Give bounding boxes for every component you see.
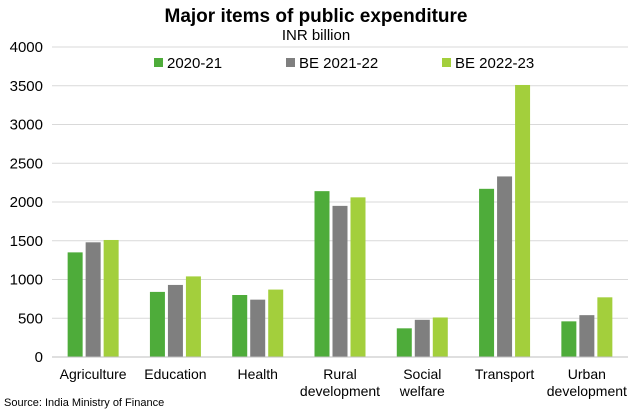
bar-be-2021-22-6 [579, 315, 595, 357]
legend-swatch [154, 58, 163, 67]
y-tick-label: 3500 [10, 78, 43, 95]
x-category-label: Urban [568, 366, 606, 382]
chart-title: Major items of public expenditure [165, 6, 468, 27]
bar-be-2022-23-6 [597, 297, 613, 357]
y-tick-label: 1000 [10, 272, 43, 289]
bar-be-2022-23-2 [268, 289, 284, 357]
bar-be-2021-22-3 [332, 205, 348, 357]
x-category-label: development [547, 383, 627, 399]
y-tick-label: 500 [18, 310, 43, 327]
bar-be-2021-22-1 [167, 284, 183, 357]
x-axis-categories: Agriculture Education Health Ruraldevelopme… [60, 366, 627, 399]
bar-be-2022-23-4 [432, 317, 448, 357]
x-category-label: welfare [399, 383, 445, 399]
bar-be-2021-22-5 [497, 176, 513, 357]
bar-be-2021-22-2 [250, 299, 266, 357]
y-tick-label: 2000 [10, 194, 43, 211]
bar-2020-21-6 [561, 321, 577, 357]
legend-swatch [286, 58, 295, 67]
bar-2020-21-4 [396, 328, 412, 357]
y-tick-label: 3000 [10, 117, 43, 134]
x-category-label: Health [237, 366, 277, 382]
bar-be-2021-22-4 [414, 319, 430, 357]
bar-2020-21-5 [479, 188, 495, 357]
x-category-label: Social [403, 366, 441, 382]
bar-be-2022-23-3 [350, 197, 366, 357]
bars [67, 84, 613, 357]
x-category-label: development [300, 383, 380, 399]
bar-2020-21-2 [232, 295, 248, 357]
source-note: Source: India Ministry of Finance [4, 397, 164, 409]
x-category-label: Education [144, 366, 206, 382]
legend-label: BE 2021-22 [299, 55, 378, 72]
bar-2020-21-1 [149, 291, 165, 357]
bar-2020-21-3 [314, 191, 330, 357]
y-tick-label: 0 [35, 349, 43, 366]
y-tick-label: 1500 [10, 233, 43, 250]
legend-label: BE 2022-23 [455, 55, 534, 72]
legend: 2020-21 BE 2021-22 BE 2022-23 [154, 55, 534, 72]
x-category-label: Transport [475, 366, 535, 382]
bar-be-2022-23-0 [103, 239, 119, 357]
y-axis-ticks: 0 500 1000 1500 2000 2500 3000 3500 4000 [10, 39, 43, 366]
bar-be-2021-22-0 [85, 242, 101, 357]
bar-2020-21-0 [67, 252, 83, 357]
y-tick-label: 4000 [10, 39, 43, 56]
y-tick-label: 2500 [10, 155, 43, 172]
bar-be-2022-23-1 [185, 276, 201, 357]
bar-be-2022-23-5 [515, 84, 531, 357]
x-category-label: Rural [323, 366, 356, 382]
legend-swatch [442, 58, 451, 67]
x-category-label: Agriculture [60, 366, 127, 382]
legend-label: 2020-21 [167, 55, 222, 72]
chart-subtitle: INR billion [282, 27, 350, 44]
